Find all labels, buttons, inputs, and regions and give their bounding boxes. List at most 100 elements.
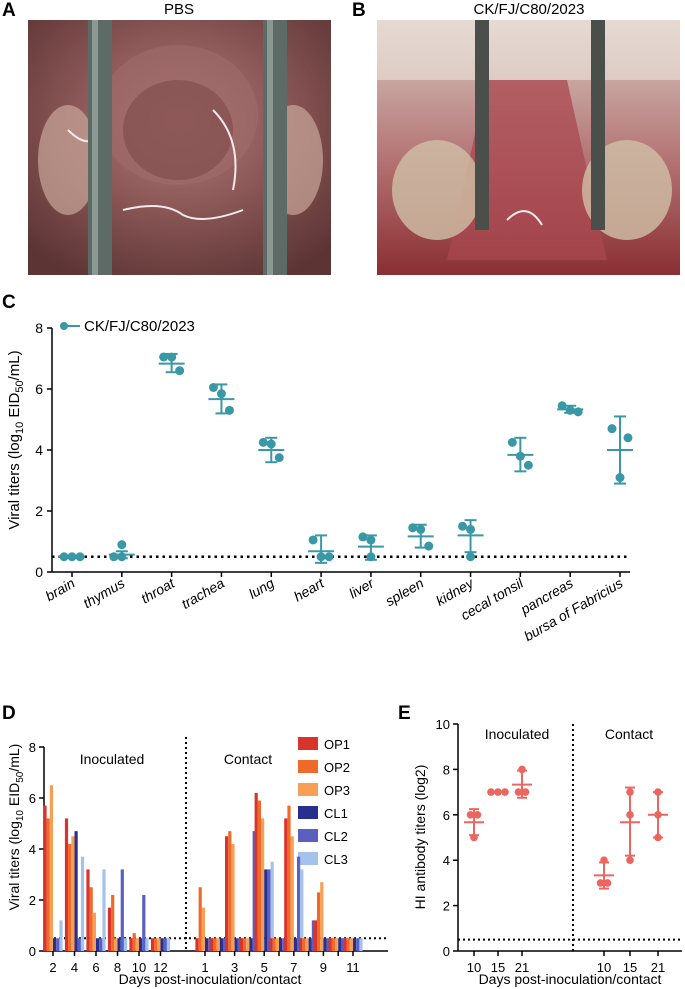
chart-d-bar [341,938,345,951]
chart-d-ytick-label: 2 [29,893,36,908]
chart-d-bar [323,938,327,951]
chart-c-point [573,407,583,417]
chart-c-point [557,401,567,411]
chart-d-legend-label: CL1 [324,806,348,821]
chart-c-xtick-label: heart [291,574,328,604]
chart-d-legend-swatch [298,852,318,865]
chart-c-point [258,437,268,447]
chart-c-point [117,540,127,550]
chart-c-point [216,389,226,399]
chart-d-bar [252,831,256,951]
chart-d-bar [59,920,63,951]
chart-c-point [607,424,617,434]
chart-d-ytick-label: 0 [29,944,36,959]
chart-d-bar [132,933,136,951]
chart-e-point [654,811,662,819]
chart-e-ytick-label: 8 [443,762,450,777]
photo-b-title: CK/FJ/C80/2023 [473,1,585,18]
chart-d-bar [114,938,118,951]
chart-d-bar [219,938,223,951]
chart-c-legend-label: CK/FJ/C80/2023 [84,318,195,335]
chart-e-point [494,788,502,796]
chart-d-bar [297,856,301,951]
chart-d-bar [228,831,232,951]
chart-d-bar [139,938,143,951]
chart-d-bar [80,856,85,951]
chart-d-xtick-label: 6 [92,960,99,975]
chart-d-daily-titers: Viral titers (log10 EID50/mL) 02468Inocu… [6,737,388,987]
chart-d-xtick-label: 12 [153,960,167,975]
chart-d-bar [349,938,353,951]
chart-d-bar [311,920,315,951]
chart-d-bar [135,938,139,951]
chart-d-bar [223,938,227,951]
chart-c-ytick-label: 8 [35,320,43,336]
chart-c-point [615,473,625,483]
chart-c-point [59,552,69,562]
chart-d-bar [99,938,103,951]
chart-c-point [416,524,426,534]
chart-e-ylabel: HI antibody titers (log2) [412,765,428,910]
chart-c-point [358,532,368,542]
chart-d-bar [264,869,268,951]
chart-d-bar [299,938,303,951]
chart-e-xtick-label: 15 [623,960,637,975]
chart-c-point [515,451,525,461]
chart-e-point [600,856,608,864]
chart-d-bar [237,938,241,951]
chart-e-point [654,833,662,842]
chart-d-ylabel: Viral titers (log10 EID50/mL) [6,744,26,911]
chart-d-bar [269,938,273,951]
chart-d-bar [231,843,235,951]
chart-d-bar [71,836,75,951]
chart-c-xtick-label: thymus [80,575,127,611]
chart-d-bar [270,861,274,951]
chart-c-point [316,552,326,562]
chart-d-legend-label: OP2 [324,760,350,775]
chart-e-hi-titers: HI antibody titers (log2) 0 2 4 6 8 10 Inoculat… [412,717,682,987]
chart-c-ylabel: Viral titers (log10 EID50/mL) [6,350,26,529]
chart-c-point [324,552,334,562]
chart-c-point [109,552,119,562]
chart-d-legend-label: CL2 [324,829,348,844]
chart-d-bar [282,938,286,951]
chart-d-bar [249,938,253,951]
chart-e-group-label-inoculated: Inoculated [485,726,550,742]
chart-d-ytick-label: 4 [29,842,36,857]
chart-d-bar [267,869,271,951]
chart-d-bar [117,938,121,951]
chart-d-bar [198,887,202,951]
chart-e-point [466,811,475,819]
photo-pbs-throat [28,20,331,275]
chart-c-point [366,552,376,562]
chart-c-xtick-label: lung [246,575,277,602]
chart-d-legend-label: OP1 [324,737,350,752]
chart-e-point [626,788,634,796]
panel-letter-a: A [2,0,16,21]
chart-d-bar [205,938,209,951]
chart-e-xtick-label: 21 [651,960,665,975]
chart-d-bar [328,938,332,951]
chart-d-bar [107,907,112,951]
chart-e-ytick-label: 10 [436,717,450,732]
chart-d-bar [43,805,47,951]
chart-d-bar [335,938,339,951]
chart-d-bar [343,938,347,951]
chart-e-ytick-label: 6 [443,808,450,823]
chart-c-ytick-label: 0 [35,564,43,580]
chart-d-xtick-label: 9 [320,960,327,975]
chart-c-point [167,352,177,362]
chart-d-bar [261,818,265,951]
chart-d-bar [331,938,335,951]
chart-d-bar [157,938,161,951]
chart-d-bar [96,938,100,951]
chart-d-legend-swatch [298,806,318,819]
chart-c-xtick-label: spleen [382,575,426,610]
chart-d-bar [275,938,279,951]
chart-d-bar [74,831,78,951]
chart-e-xtick-label: 15 [491,960,505,975]
chart-d-bar [257,800,261,951]
chart-d-xtick-label: 11 [346,960,360,975]
chart-c-xtick-label: brain [43,575,78,605]
chart-d-bar [64,818,69,951]
